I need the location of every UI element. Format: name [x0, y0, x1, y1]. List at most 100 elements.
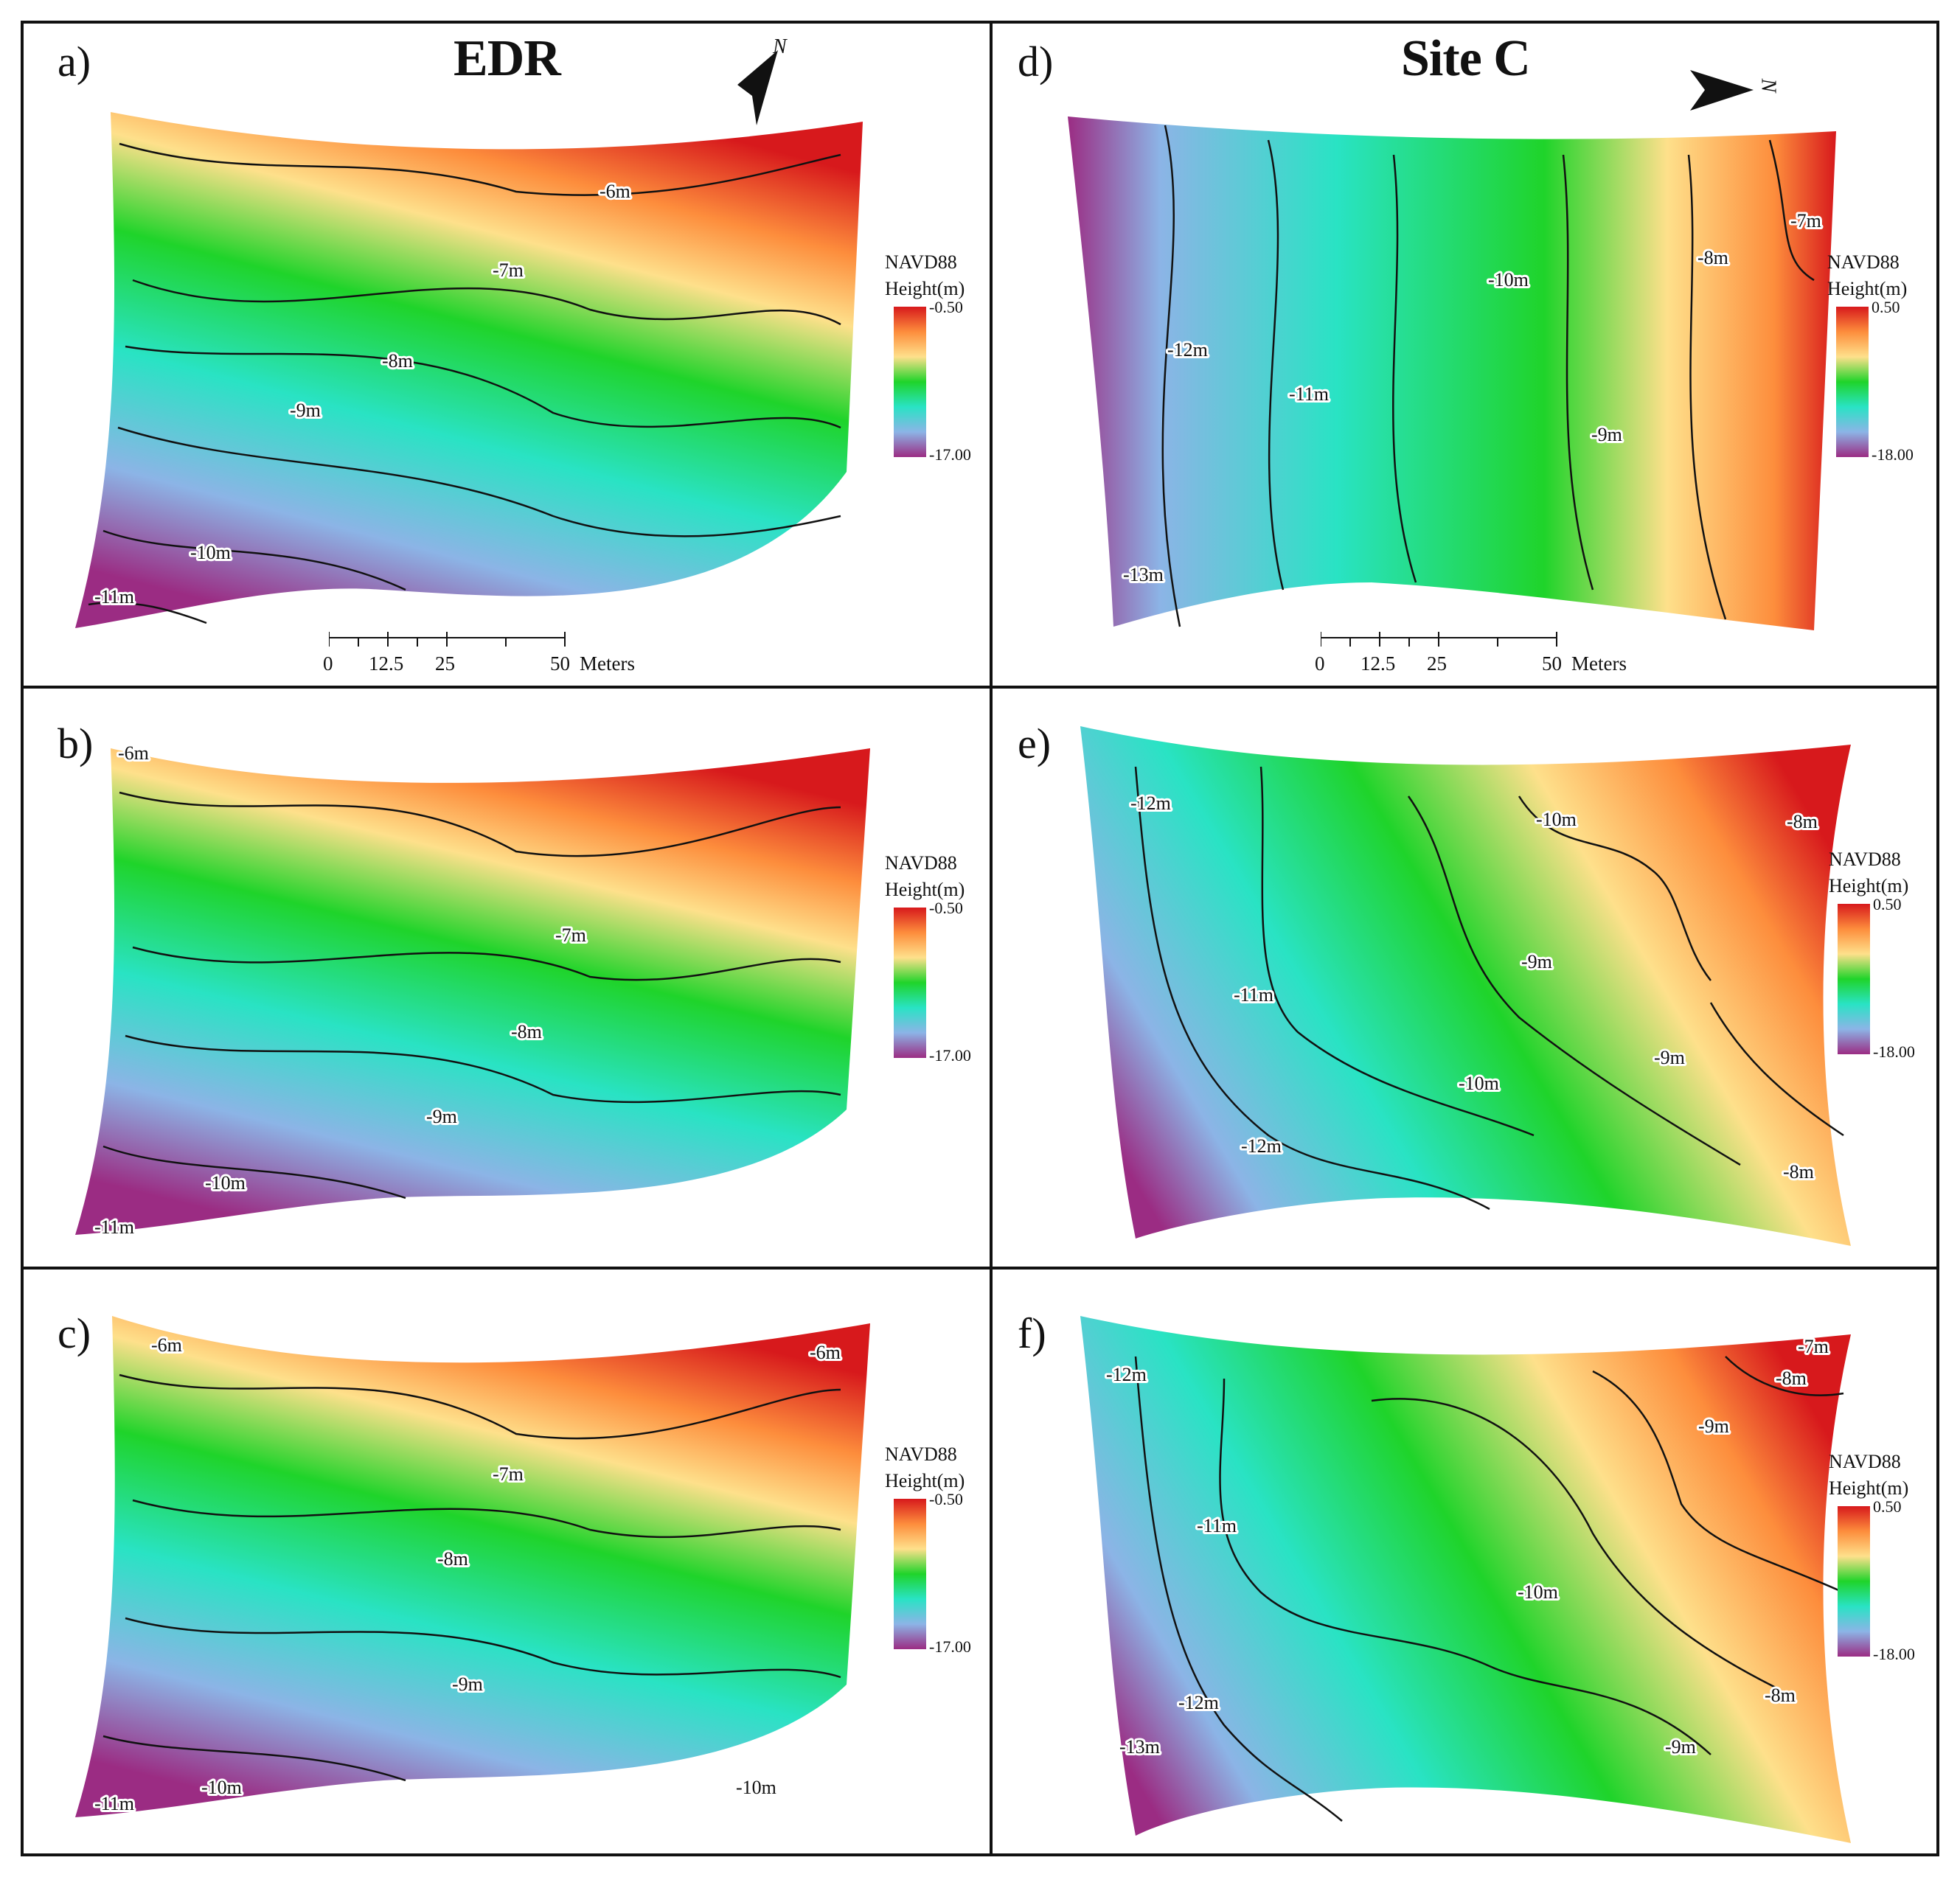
site-title-edr: EDR: [453, 30, 561, 87]
legend-max: 0.50: [1873, 895, 1902, 913]
contour-label: -8m: [1787, 811, 1818, 832]
contour-label: -6m: [151, 1334, 182, 1356]
north-label: N: [1756, 78, 1780, 93]
contour-label: -9m: [1521, 951, 1552, 972]
height-legend: NAVD88 Height(m) 0.50 -18.00: [1829, 1449, 1947, 1663]
panel-letter: e): [1018, 720, 1052, 767]
contour-label: -11m: [94, 1216, 134, 1238]
height-legend: NAVD88 Height(m) 0.50 -18.00: [1829, 846, 1947, 1061]
contour-label: -7m: [1798, 1336, 1829, 1357]
legend-min: -17.00: [929, 1637, 971, 1656]
legend-min: -18.00: [1872, 445, 1914, 464]
contour-label: -12m: [1130, 793, 1171, 814]
contour-label: -10m: [1488, 269, 1529, 290]
contour-label: -11m: [94, 586, 134, 607]
site-title-site-c: Site C: [1401, 30, 1531, 87]
legend-min: -17.00: [929, 1046, 971, 1065]
contour-label: -12m: [1241, 1135, 1282, 1157]
scale-tick: 50: [550, 652, 570, 675]
legend-max: 0.50: [1872, 298, 1900, 316]
north-arrow-icon: [737, 50, 778, 125]
contour-label: -12m: [1106, 1364, 1147, 1385]
legend-color-ramp: [894, 307, 926, 457]
row-divider-2: [21, 1267, 1939, 1270]
scale-unit: Meters: [580, 652, 635, 675]
scale-bar: 0 12.5 25 50 Meters: [1309, 630, 1648, 682]
contour-label: -8m: [1783, 1161, 1814, 1183]
contour-label: -12m: [1178, 1692, 1219, 1713]
legend-max: -0.50: [929, 899, 963, 917]
contour-label: -9m: [452, 1674, 483, 1695]
contour-label: -9m: [1654, 1047, 1685, 1068]
contour-label: -10m: [205, 1172, 246, 1194]
scale-tick: 50: [1542, 652, 1562, 675]
north-label: N: [773, 35, 787, 58]
legend-title: NAVD88 Height(m): [885, 1444, 965, 1491]
legend-min: -18.00: [1873, 1042, 1915, 1061]
contour-label: -7m: [1790, 210, 1821, 231]
panel-letter: a): [58, 38, 91, 86]
bathymetry-map: -8m -8m -9m -9m -10m -10m -11m -12m -12m: [1080, 726, 1851, 1246]
bathymetry-map: -6m -7m -8m -9m -10m -11m: [75, 740, 870, 1240]
legend-max: -0.50: [929, 298, 963, 316]
scale-tick: 0: [1315, 652, 1325, 675]
contour-label: -11m: [94, 1793, 134, 1814]
scale-tick: 25: [435, 652, 455, 675]
contour-label: -10m: [1518, 1581, 1558, 1603]
scale-tick: 0: [323, 652, 333, 675]
contour-label: -11m: [1234, 984, 1273, 1006]
contour-label: -6m: [810, 1342, 841, 1363]
row-divider-1: [21, 686, 1939, 689]
contour-label: -7m: [555, 924, 586, 946]
contour-label: -8m: [437, 1548, 468, 1570]
contour-label: -8m: [1776, 1368, 1807, 1389]
contour-label: -8m: [382, 350, 413, 372]
panel-letter: f): [1018, 1309, 1046, 1357]
height-legend: NAVD88 Height(m) 0.50 -18.00: [1827, 249, 1945, 464]
contour-label: -8m: [1765, 1685, 1796, 1706]
contour-label: -7m: [493, 260, 524, 281]
contour-label: -11m: [1197, 1515, 1237, 1536]
contour-label: -13m: [1123, 564, 1164, 585]
legend-title: NAVD88 Height(m): [1827, 251, 1908, 299]
contour-label: -10m: [190, 542, 231, 563]
legend-title: NAVD88 Height(m): [885, 251, 965, 299]
bathymetry-map: -7m -8m -9m -10m -11m -12m -13m: [1068, 116, 1836, 630]
contour-label: -10m: [736, 1777, 776, 1798]
panel-letter: c): [58, 1309, 91, 1357]
bathymetry-map: -6m -6m -7m -8m -9m -10m -10m -11m: [75, 1316, 870, 1817]
scale-tick: 25: [1427, 652, 1447, 675]
legend-title: NAVD88 Height(m): [1829, 849, 1909, 896]
contour-label: -9m: [1591, 424, 1622, 445]
legend-min: -18.00: [1873, 1645, 1915, 1663]
north-arrow-icon: [1690, 70, 1754, 111]
contour-label: -10m: [1459, 1073, 1499, 1094]
column-divider: [990, 21, 993, 1856]
legend-title: NAVD88 Height(m): [1829, 1451, 1909, 1499]
bathymetry-map: -6m -7m -8m -9m -10m -11m: [75, 112, 863, 628]
contour-label: -8m: [511, 1021, 542, 1042]
scale-unit: Meters: [1571, 652, 1627, 675]
contour-label: -9m: [290, 400, 321, 421]
legend-color-ramp: [894, 908, 926, 1058]
contour-label: -7m: [493, 1463, 524, 1485]
legend-max: -0.50: [929, 1490, 963, 1508]
scale-tick: 12.5: [369, 652, 404, 675]
contour-label: -8m: [1697, 247, 1728, 268]
contour-label: -6m: [118, 742, 149, 764]
bathymetry-map: -7m -8m -8m -9m -9m -10m -11m -12m -12m …: [1080, 1316, 1851, 1843]
contour-label: -6m: [600, 181, 630, 202]
contour-label: -9m: [426, 1106, 457, 1127]
contour-label: -11m: [1289, 383, 1329, 405]
contour-label: -9m: [1665, 1736, 1696, 1758]
panel-letter: b): [58, 720, 94, 767]
height-legend: NAVD88 Height(m) -0.50 -17.00: [885, 1441, 1003, 1656]
legend-color-ramp: [1838, 1506, 1870, 1657]
contour-label: -13m: [1119, 1736, 1160, 1758]
height-legend: NAVD88 Height(m) -0.50 -17.00: [885, 850, 1003, 1065]
contour-label: -12m: [1167, 339, 1208, 361]
legend-max: 0.50: [1873, 1497, 1902, 1516]
legend-color-ramp: [1838, 904, 1870, 1054]
figure-frame: [21, 21, 1939, 1856]
contour-label: -10m: [1536, 809, 1577, 830]
